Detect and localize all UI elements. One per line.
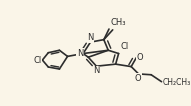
Text: Cl: Cl: [33, 56, 41, 65]
Text: N: N: [87, 33, 94, 42]
Text: Cl: Cl: [120, 42, 128, 51]
Text: O: O: [135, 74, 142, 83]
Text: O: O: [137, 53, 143, 62]
Text: N: N: [77, 49, 83, 58]
Text: CH₃: CH₃: [110, 18, 125, 27]
Text: N: N: [93, 66, 100, 75]
Text: CH₂CH₃: CH₂CH₃: [163, 78, 191, 87]
